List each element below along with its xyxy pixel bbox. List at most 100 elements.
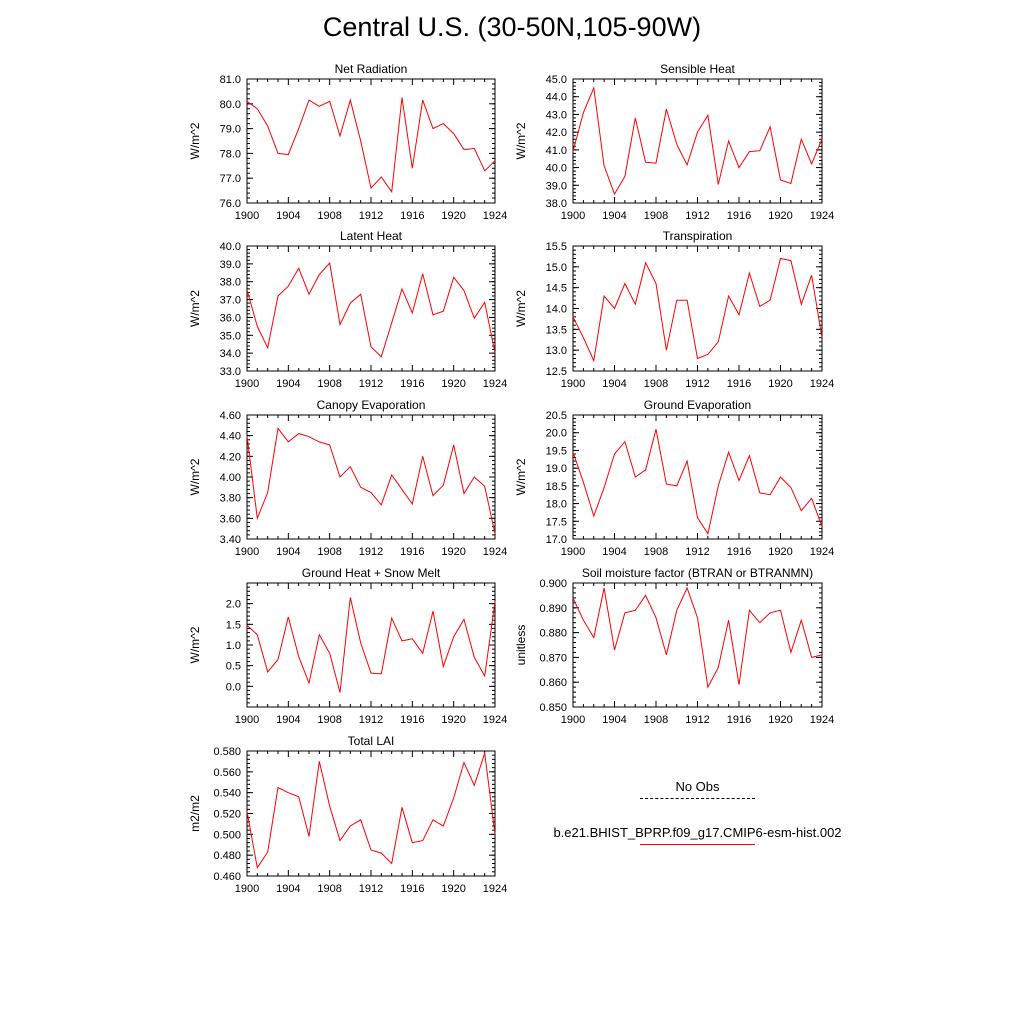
y-tick-label: 1.0 [226, 640, 241, 652]
x-tick-label: 1920 [768, 210, 792, 222]
x-tick-label: 1920 [441, 210, 465, 222]
x-tick-label: 1920 [441, 714, 465, 726]
plot-frame [246, 750, 496, 877]
y-tick-label: 0.0 [226, 681, 241, 693]
figure-title: Central U.S. (30-50N,105-90W) [322, 12, 702, 42]
y-tick-label: 13.5 [546, 324, 567, 336]
x-tick-label: 1908 [644, 378, 668, 390]
legend-obs-entry: No Obs [530, 778, 865, 824]
x-tick-label: 1920 [441, 378, 465, 390]
x-tick-label: 1908 [317, 210, 341, 222]
x-tick-label: 1900 [561, 378, 585, 390]
x-tick-label: 1900 [235, 210, 259, 222]
chart-panel-7: 1900 1904 1908 1912 1916 1920 1924 0.0 0.5 1.0 1.5… [188, 566, 507, 726]
y-tick-label: 17.0 [546, 534, 567, 546]
x-tick-label: 1912 [685, 546, 709, 558]
panel-title: Net Radiation [335, 62, 408, 76]
y-tick-label: 3.40 [220, 534, 241, 546]
y-tick-label: 20.0 [546, 428, 567, 440]
series-line-1 [246, 752, 496, 870]
y-tick-label: 19.5 [546, 445, 567, 457]
y-tick-label: 45.0 [546, 74, 567, 86]
plot-frame [246, 414, 496, 540]
y-tick-label: 19.0 [546, 463, 567, 475]
x-tick-label: 1912 [359, 546, 383, 558]
y-tick-label: 81.0 [220, 74, 241, 86]
series-line-1 [246, 261, 496, 358]
x-tick-label: 1916 [727, 714, 751, 726]
y-tick-label: 0.580 [213, 746, 241, 758]
y-tick-label: 2.0 [226, 599, 241, 611]
x-tick-label: 1904 [602, 714, 626, 726]
plot-frame [572, 245, 823, 372]
chart-panel-4: 1900 1904 1908 1912 1916 1920 1924 12.5 13.0 13.5… [514, 229, 834, 390]
y-tick-label: 40.0 [546, 163, 567, 175]
x-tick-label: 1916 [400, 714, 424, 726]
x-tick-label: 1908 [644, 546, 668, 558]
series-line-1 [572, 429, 823, 535]
x-tick-label: 1900 [561, 210, 585, 222]
x-tick-label: 1924 [810, 546, 834, 558]
x-tick-label: 1916 [400, 210, 424, 222]
y-axis-label: W/m^2 [188, 458, 202, 495]
x-tick-label: 1900 [235, 714, 259, 726]
y-tick-label: 43.0 [546, 109, 567, 121]
x-tick-label: 1916 [400, 546, 424, 558]
y-tick-label: 35.0 [220, 330, 241, 342]
y-tick-label: 20.5 [546, 410, 567, 422]
x-tick-label: 1924 [810, 378, 834, 390]
x-tick-label: 1908 [644, 210, 668, 222]
y-tick-label: 0.540 [213, 788, 241, 800]
x-tick-label: 1924 [483, 546, 507, 558]
y-tick-label: 18.5 [546, 481, 567, 493]
y-tick-label: 78.0 [220, 148, 241, 160]
panel-title: Soil moisture factor (BTRAN or BTRANMN) [582, 566, 813, 580]
x-tick-label: 1920 [441, 883, 465, 895]
x-tick-label: 1912 [685, 714, 709, 726]
plot-frame [246, 78, 496, 204]
legend-model-entry: b.e21.BHIST_BPRP.f09_g17.CMIP6-esm-hist.… [530, 824, 865, 870]
y-tick-label: 79.0 [220, 124, 241, 136]
chart-panel-1: 1900 1904 1908 1912 1916 1920 1924 76.0 77.0 78.0… [188, 62, 507, 222]
y-tick-label: 38.0 [220, 277, 241, 289]
y-tick-label: 39.0 [546, 180, 567, 192]
chart-panel-9: 1900 1904 1908 1912 1916 1920 1924 0.460 0.480 0.… [188, 734, 507, 895]
y-tick-label: 3.60 [220, 513, 241, 525]
panel-title: Canopy Evaporation [317, 398, 426, 412]
legend-model-line [640, 844, 755, 845]
x-tick-label: 1900 [235, 378, 259, 390]
y-tick-label: 0.480 [213, 850, 241, 862]
series-line-1 [572, 86, 823, 196]
y-tick-label: 38.0 [546, 198, 567, 210]
panel-title: Sensible Heat [660, 62, 735, 76]
y-tick-label: 15.0 [546, 262, 567, 274]
y-tick-label: 42.0 [546, 127, 567, 139]
x-tick-label: 1904 [276, 378, 300, 390]
y-tick-label: 0.500 [213, 829, 241, 841]
x-tick-label: 1916 [727, 210, 751, 222]
x-tick-label: 1924 [483, 883, 507, 895]
x-tick-label: 1904 [276, 210, 300, 222]
x-tick-label: 1908 [317, 883, 341, 895]
y-tick-label: 41.0 [546, 145, 567, 157]
y-axis-label: W/m^2 [514, 458, 528, 495]
y-tick-label: 76.0 [220, 198, 241, 210]
chart-panel-3: 1900 1904 1908 1912 1916 1920 1924 33.0 34.0 35.0… [188, 229, 507, 390]
y-tick-label: 13.0 [546, 345, 567, 357]
chart-panel-2: 1900 1904 1908 1912 1916 1920 1924 38.0 39.0 40.0… [514, 62, 834, 222]
y-tick-label: 4.00 [220, 472, 241, 484]
x-tick-label: 1916 [400, 378, 424, 390]
x-tick-label: 1924 [483, 378, 507, 390]
x-tick-label: 1916 [727, 378, 751, 390]
panel-title: Total LAI [348, 734, 395, 748]
y-axis-label: W/m^2 [514, 290, 528, 327]
y-tick-label: 12.5 [546, 366, 567, 378]
y-axis-label: W/m^2 [188, 626, 202, 663]
y-tick-label: 0.520 [213, 809, 241, 821]
series-line-1 [572, 586, 823, 689]
y-tick-label: 17.5 [546, 516, 567, 528]
x-tick-label: 1920 [768, 714, 792, 726]
legend-obs-line [640, 798, 755, 799]
y-axis-label: unitless [514, 625, 528, 666]
